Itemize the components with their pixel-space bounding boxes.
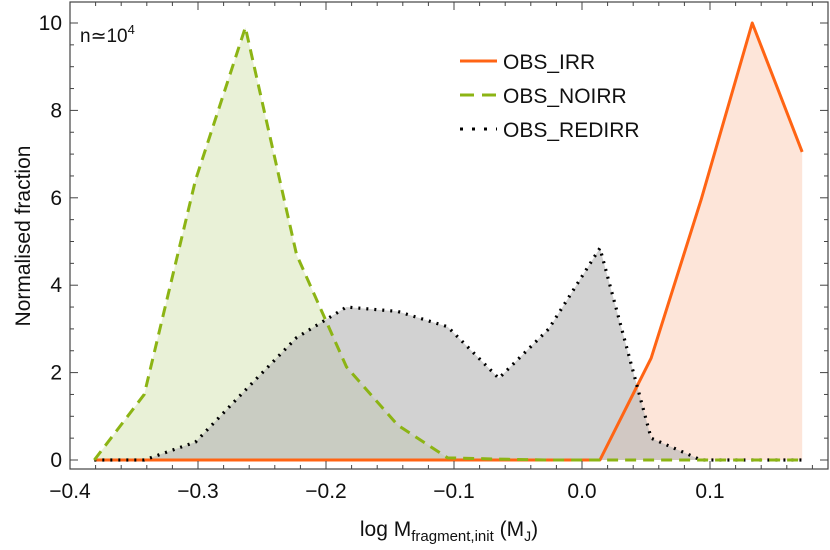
x-tick-label: −0.1 (433, 480, 474, 503)
x-tick-labels: −0.4 −0.3 −0.2 −0.1 0.0 0.1 (49, 480, 724, 503)
annotation-n: n≃104 (80, 22, 135, 47)
y-tick-label: 2 (50, 362, 62, 385)
series-lines (93, 21, 804, 462)
x-tick-label: −0.4 (49, 480, 91, 503)
fill-obs-noirr (94, 27, 803, 461)
x-tick-label: 0.1 (695, 480, 724, 503)
line-obs-irr (94, 21, 804, 462)
fill-obs-irr (94, 23, 803, 460)
legend-label: OBS_IRR (503, 51, 595, 74)
x-tick-label: −0.3 (177, 480, 218, 503)
axis-ticks (69, 2, 828, 469)
x-axis-label: log Mfragment,init (MJ) (360, 518, 538, 545)
y-tick-labels: 0 2 4 6 8 10 (39, 12, 63, 472)
x-tick-label: 0.0 (567, 480, 596, 503)
y-tick-label: 4 (50, 274, 62, 297)
y-tick-label: 0 (50, 449, 62, 472)
y-axis-label: Normalised fraction (12, 146, 35, 327)
plot-frame (69, 1, 829, 470)
legend-item-obs-redirr: OBS_REDIRR (460, 119, 640, 142)
line-obs-redirr (94, 246, 803, 462)
series-fills (94, 23, 803, 461)
legend-label: OBS_NOIRR (503, 85, 627, 108)
x-tick-label: −0.2 (305, 480, 346, 503)
legend-item-obs-irr: OBS_IRR (460, 51, 595, 74)
legend-label: OBS_REDIRR (503, 119, 640, 142)
line-obs-noirr (93, 25, 803, 462)
legend: OBS_IRR OBS_NOIRR OBS_REDIRR (460, 51, 640, 142)
y-tick-label: 10 (39, 12, 62, 35)
y-tick-label: 8 (50, 99, 62, 122)
y-tick-label: 6 (50, 187, 62, 210)
legend-item-obs-noirr: OBS_NOIRR (460, 85, 627, 108)
